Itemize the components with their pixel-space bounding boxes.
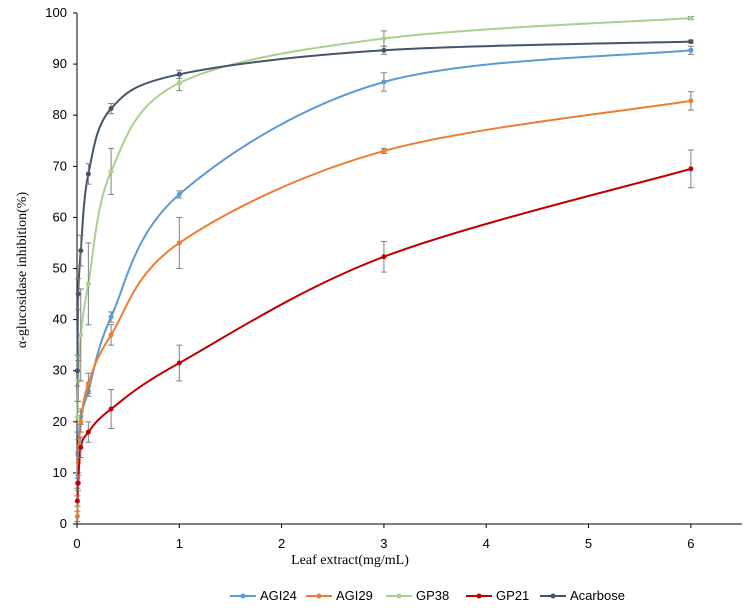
data-point: [78, 419, 84, 425]
data-point: [688, 166, 694, 172]
legend-label: Acarbose: [570, 588, 625, 603]
data-point: [85, 281, 91, 287]
legend-label: GP38: [416, 588, 449, 603]
data-point: [176, 80, 182, 86]
legend-marker: [476, 593, 482, 599]
data-point: [75, 291, 81, 297]
data-point: [74, 368, 80, 374]
x-tick-label: 6: [687, 536, 694, 551]
x-tick-label: 0: [73, 536, 80, 551]
y-axis-ticks: 0 10 20 30 40 50 60 70 80 90 100: [45, 5, 77, 531]
legend-label: GP21: [496, 588, 529, 603]
data-point: [688, 98, 694, 104]
legend-label: AGI29: [336, 588, 373, 603]
y-tick-label: 50: [53, 261, 67, 276]
data-point: [108, 106, 114, 112]
legend-marker: [240, 593, 246, 599]
data-point: [176, 360, 182, 366]
data-point: [176, 191, 182, 197]
series-line-gp21: [76, 167, 692, 502]
y-tick-label: 20: [53, 414, 67, 429]
data-point: [78, 332, 84, 338]
y-tick-label: 30: [53, 363, 67, 378]
series-line-agi29: [76, 99, 692, 517]
legend-marker: [396, 593, 402, 599]
data-point: [381, 148, 387, 154]
x-axis-title: Leaf extract(mg/mL): [291, 553, 409, 568]
y-tick-label: 40: [53, 312, 67, 327]
data-point: [108, 314, 114, 320]
y-tick-label: 10: [53, 465, 67, 480]
legend-item-gp38: GP38: [386, 588, 449, 603]
data-point: [176, 240, 182, 246]
x-tick-label: 5: [585, 536, 592, 551]
series-group: [74, 15, 694, 522]
y-tick-label: 0: [60, 516, 67, 531]
data-point: [381, 47, 387, 53]
data-point: [688, 39, 694, 45]
data-point: [74, 513, 80, 519]
data-point: [381, 36, 387, 42]
series-gp38: [74, 15, 694, 433]
legend-item-agi24: AGI24: [230, 588, 297, 603]
x-tick-label: 3: [380, 536, 387, 551]
x-tick-label: 2: [278, 536, 285, 551]
series-gp21: [74, 149, 694, 507]
legend-item-agi29: AGI29: [306, 588, 373, 603]
data-point: [75, 480, 81, 486]
y-tick-label: 80: [53, 107, 67, 122]
data-point: [381, 254, 387, 260]
data-point: [78, 444, 84, 450]
legend-marker: [316, 593, 322, 599]
y-tick-label: 90: [53, 56, 67, 71]
data-point: [78, 248, 84, 254]
legend-marker: [550, 593, 556, 599]
x-axis-ticks: 0 1 2 3 4 5 6: [73, 524, 694, 551]
legend: AGI24 AGI29 GP38 GP21 Acarbose: [230, 588, 625, 603]
legend-item-acarbose: Acarbose: [540, 588, 625, 603]
data-point: [688, 47, 694, 53]
data-point: [108, 406, 114, 412]
legend-label: AGI24: [260, 588, 297, 603]
data-point: [74, 498, 80, 504]
y-tick-label: 70: [53, 158, 67, 173]
data-point: [74, 414, 80, 420]
y-axis-title: α-glucosidase inhibition(%): [15, 192, 30, 349]
series-acarbose: [74, 39, 694, 387]
series-line-acarbose: [76, 40, 691, 371]
data-point: [85, 171, 91, 177]
y-tick-label: 100: [45, 5, 67, 20]
data-point: [108, 332, 114, 338]
y-tick-label: 60: [53, 209, 67, 224]
series-line-gp38: [76, 17, 691, 417]
data-point: [688, 15, 694, 21]
data-point: [85, 380, 91, 386]
x-tick-label: 1: [176, 536, 183, 551]
series-agi29: [74, 91, 694, 522]
data-point: [381, 79, 387, 85]
legend-item-gp21: GP21: [466, 588, 529, 603]
data-point: [176, 71, 182, 77]
x-tick-label: 4: [483, 536, 490, 551]
data-point: [85, 429, 91, 435]
data-point: [108, 168, 114, 174]
